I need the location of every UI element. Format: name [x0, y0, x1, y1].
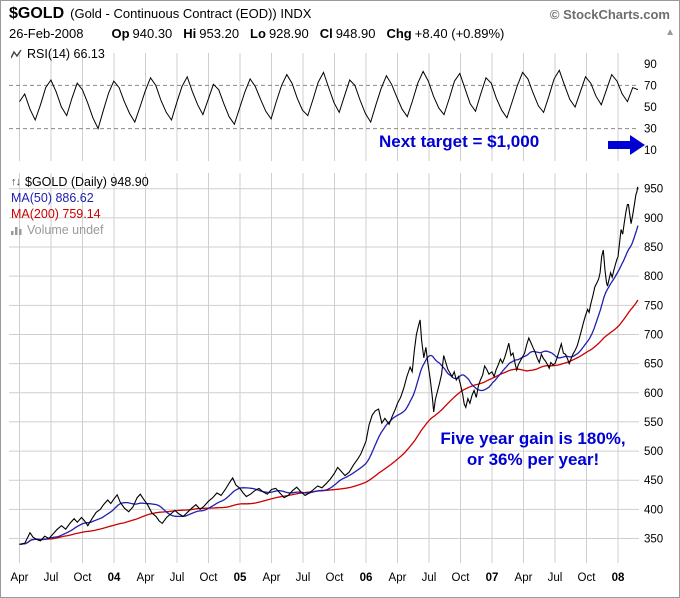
x-axis-label: Jul	[548, 572, 563, 584]
quote-open: Op 940.30	[111, 26, 172, 41]
quote-low-value: 928.90	[268, 26, 309, 41]
price-axis-label: 750	[644, 300, 663, 312]
x-axis-label: Oct	[326, 572, 345, 584]
x-axis-label: Apr	[389, 572, 407, 584]
quote-high-value: 953.20	[199, 26, 240, 41]
price-line	[19, 186, 639, 545]
price-axis-label: 950	[644, 184, 663, 196]
rsi-legend-label: RSI(14) 66.13	[27, 47, 105, 61]
quote-open-value: 940.30	[132, 26, 173, 41]
price-axis-label: 350	[644, 534, 663, 546]
gain-annotation-line1: Five year gain is 180%,	[440, 429, 626, 448]
x-axis-label: 04	[108, 572, 121, 584]
price-axis-label: 800	[644, 271, 663, 283]
quote-high-label: Hi	[183, 26, 197, 41]
price-axis-label: 450	[644, 475, 663, 487]
price-axis-label: 850	[644, 242, 663, 254]
volume-bars-icon	[11, 227, 22, 235]
x-axis-label: Jul	[296, 572, 311, 584]
quote-close: Cl 948.90	[320, 26, 376, 41]
rsi-legend: RSI(14) 66.13	[11, 47, 105, 61]
x-axis-label: Jul	[170, 572, 185, 584]
rsi-axis-label: 10	[644, 145, 657, 157]
x-axis-label: 08	[612, 572, 625, 584]
stockcharts-credit: © StockCharts.com	[549, 7, 670, 22]
price-axis-label: 650	[644, 359, 663, 371]
quote-row: 26-Feb-2008 Op 940.30 Hi 953.20 Lo 928.90 Cl 948…	[9, 26, 515, 41]
quote-close-value: 948.90	[335, 26, 376, 41]
gain-annotation: Five year gain is 180%, or 36% per year!	[421, 428, 645, 470]
price-axis-label: 500	[644, 446, 663, 458]
x-axis-label: Oct	[200, 572, 219, 584]
ma50-legend: MA(50) 886.62	[11, 191, 94, 205]
chart-header: $GOLD (Gold - Continuous Contract (EOD)) …	[9, 5, 311, 23]
x-axis-label: Oct	[578, 572, 597, 584]
x-axis-label: Apr	[137, 572, 155, 584]
x-axis-label: 06	[360, 572, 373, 584]
rsi-axis-label: 70	[644, 80, 657, 92]
price-axis-label: 900	[644, 213, 663, 225]
quote-change: Chg +8.40 (+0.89%)	[386, 26, 504, 41]
x-axis-label: Oct	[452, 572, 471, 584]
quote-low-label: Lo	[250, 26, 266, 41]
ma200-legend: MA(200) 759.14	[11, 207, 101, 221]
x-axis-label: Apr	[263, 572, 281, 584]
indicator-icon	[11, 49, 22, 58]
price-axis-label: 600	[644, 388, 663, 400]
x-axis-label: Jul	[44, 572, 59, 584]
target-annotation: Next target = $1,000	[379, 132, 540, 151]
price-legend: ↑↓ $GOLD (Daily) 948.90	[11, 175, 149, 189]
volume-legend: Volume undef	[11, 223, 103, 237]
volume-legend-label: Volume undef	[27, 223, 104, 237]
rsi-axis-label: 30	[644, 124, 657, 136]
rsi-axis-label: 50	[644, 102, 657, 114]
x-axis-label: Apr	[11, 572, 29, 584]
x-axis-label: Oct	[74, 572, 93, 584]
scroll-up-icon: ▲	[665, 27, 675, 38]
x-axis-label: Apr	[515, 572, 533, 584]
x-axis-label: 07	[486, 572, 499, 584]
quote-open-label: Op	[111, 26, 130, 41]
ma200-line	[19, 299, 639, 545]
rsi-axis-label: 90	[644, 59, 657, 71]
quote-date: 26-Feb-2008	[9, 26, 84, 41]
price-axis-label: 400	[644, 504, 663, 516]
price-axis-label: 700	[644, 329, 663, 341]
target-arrow-icon	[608, 135, 645, 155]
quote-low: Lo 928.90	[250, 26, 309, 41]
symbol-description: (Gold - Continuous Contract (EOD)) INDX	[70, 6, 312, 21]
quote-change-value: +8.40 (+0.89%)	[414, 26, 505, 41]
quote-close-label: Cl	[319, 26, 333, 41]
price-arrows-icon: ↑↓	[11, 176, 21, 188]
quote-high: Hi 953.20	[183, 26, 239, 41]
quote-change-label: Chg	[386, 26, 412, 41]
ma200-legend-label: MA(200) 759.14	[11, 207, 101, 221]
symbol: $GOLD	[9, 5, 65, 22]
price-axis-label: 550	[644, 417, 663, 429]
ma50-line	[19, 225, 639, 545]
x-axis-label: Jul	[422, 572, 437, 584]
gain-annotation-line2: or 36% per year!	[466, 450, 600, 469]
price-legend-label: $GOLD (Daily) 948.90	[25, 175, 149, 189]
rsi-line	[19, 69, 639, 130]
ma50-legend-label: MA(50) 886.62	[11, 191, 94, 205]
x-axis-label: 05	[234, 572, 247, 584]
